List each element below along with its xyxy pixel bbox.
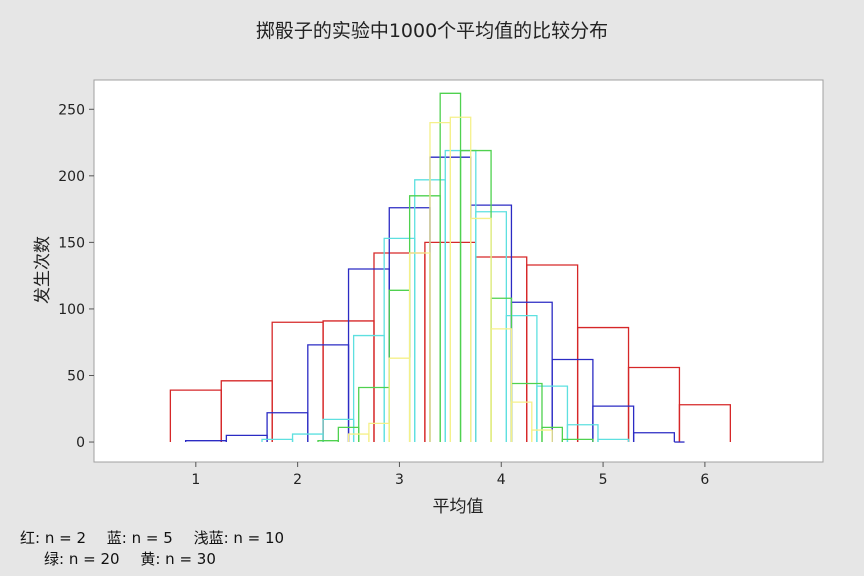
legend-color-lightblue: 浅蓝 [193,529,224,547]
chart-title: 掷骰子的实验中1000个平均值的比较分布 [255,20,609,42]
x-tick-label: 1 [191,472,200,488]
bar [510,401,533,443]
bar [541,426,564,443]
y-tick-label: 50 [67,368,85,384]
x-axis: 1 2 3 4 5 6 [191,462,709,488]
bar [531,429,553,443]
series-5 [347,116,553,443]
x-tick-label: 6 [700,472,709,488]
x-tick-label: 3 [395,472,404,488]
legend-label-yellow: n = 30 [165,550,216,568]
y-tick-label: 150 [58,235,85,251]
y-tick-label: 100 [58,302,85,318]
legend-label-lightblue: n = 10 [233,529,285,547]
bars-layer [169,92,731,443]
legend-color-red: 红 [20,529,36,547]
y-axis-label: 发生次数 [33,236,53,304]
bar [592,405,635,443]
legend-color-green: 绿 [44,550,60,568]
legend-note: 红: n = 2 蓝: n = 5 浅蓝: n = 10 绿: n = 20 黄… [20,529,285,568]
legend-label-blue: n = 5 [131,529,173,547]
legend-label-red: n = 2 [44,529,86,547]
bar [597,438,630,443]
y-tick-label: 250 [58,102,85,118]
bar [678,404,731,443]
bar [551,358,594,443]
x-tick-label: 4 [497,472,506,488]
bar [561,438,594,443]
bar [505,314,538,443]
legend-color-blue: 蓝 [106,529,122,547]
y-tick-label: 200 [58,169,85,185]
y-axis: 0 50 100 150 200 250 [58,102,94,451]
series-1 [169,241,731,443]
plot-area [93,79,824,463]
x-tick-label: 5 [599,472,608,488]
bar [632,432,675,443]
x-axis-label: 平均值 [433,497,484,517]
legend-color-yellow: 黄 [140,550,156,568]
x-tick-label: 2 [293,472,302,488]
bar [536,385,569,443]
legend-label-green: n = 20 [68,550,120,568]
bar [490,328,513,443]
y-tick-label: 0 [76,435,85,451]
bar [566,424,599,443]
